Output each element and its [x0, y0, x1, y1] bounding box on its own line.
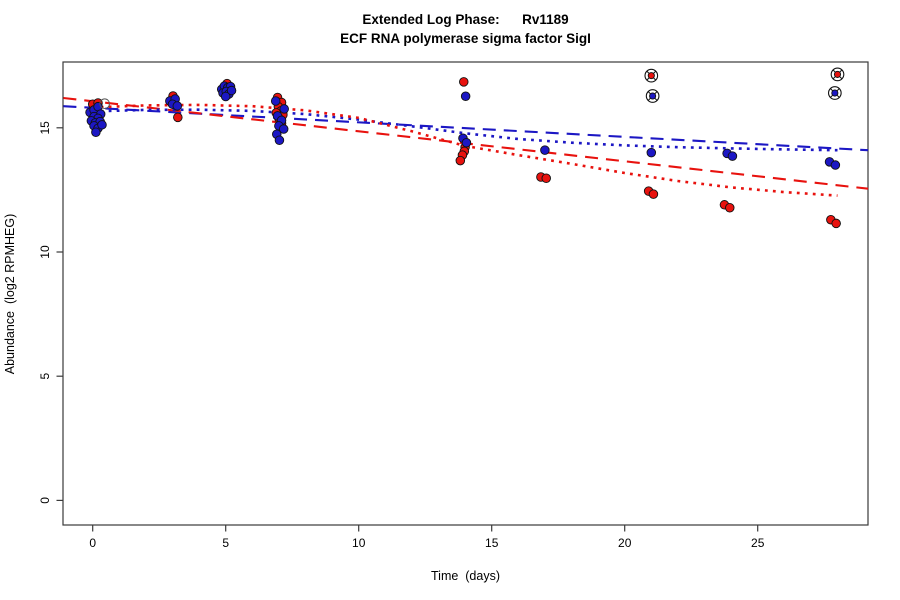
x-tick-label: 25 [751, 536, 765, 550]
data-point-blue [270, 96, 281, 106]
x-tick-label: 10 [352, 536, 366, 550]
y-axis-title: Abundance (log2 RPMHEG) [3, 213, 17, 375]
data-point-blue [727, 151, 738, 161]
y-tick-label: 10 [38, 245, 52, 259]
data-point-red [725, 203, 735, 213]
data-point-blue [460, 91, 471, 102]
data-point-red [831, 218, 841, 229]
data-point-open [99, 98, 110, 110]
data-point-blue [646, 147, 657, 158]
x-tick-label: 15 [485, 536, 499, 550]
data-point-blue [278, 124, 289, 134]
data-point-blue [279, 104, 289, 114]
data-point-red [648, 189, 659, 199]
data-point-blue [97, 120, 107, 130]
x-axis-title: Time (days) [431, 569, 500, 583]
data-point-blue [461, 137, 472, 148]
x-tick-label: 0 [89, 536, 96, 550]
outlier-point-red [833, 70, 842, 78]
chart-title-line1: Extended Log Phase: Rv1189 [362, 12, 569, 27]
outlier-ring [827, 86, 842, 100]
y-tick-label: 0 [38, 497, 52, 504]
data-point-blue [830, 160, 841, 170]
data-point-red [541, 173, 551, 183]
y-tick-label: 5 [38, 373, 52, 380]
outlier-ring [644, 68, 659, 83]
data-point-blue [274, 135, 285, 145]
data-point-blue [540, 145, 550, 155]
outlier-point-red [647, 72, 655, 80]
outlier-ring [830, 67, 845, 82]
data-point-red [173, 112, 183, 123]
data-point-blue [91, 127, 101, 138]
data-point-blue [220, 91, 231, 102]
x-tick-label: 5 [222, 536, 229, 550]
outlier-point-blue [831, 89, 839, 97]
x-tick-label: 20 [618, 536, 632, 550]
outlier-point-blue [649, 92, 657, 100]
data-point-blue [172, 101, 183, 111]
y-tick-label: 15 [38, 121, 52, 135]
plot-panel-border [62, 61, 869, 526]
chart-title-line2: ECF RNA polymerase sigma factor SigI [340, 31, 591, 46]
data-point-red [459, 77, 469, 87]
data-point-blue [226, 85, 237, 96]
data-point-red [455, 155, 466, 166]
outlier-ring [645, 89, 660, 103]
